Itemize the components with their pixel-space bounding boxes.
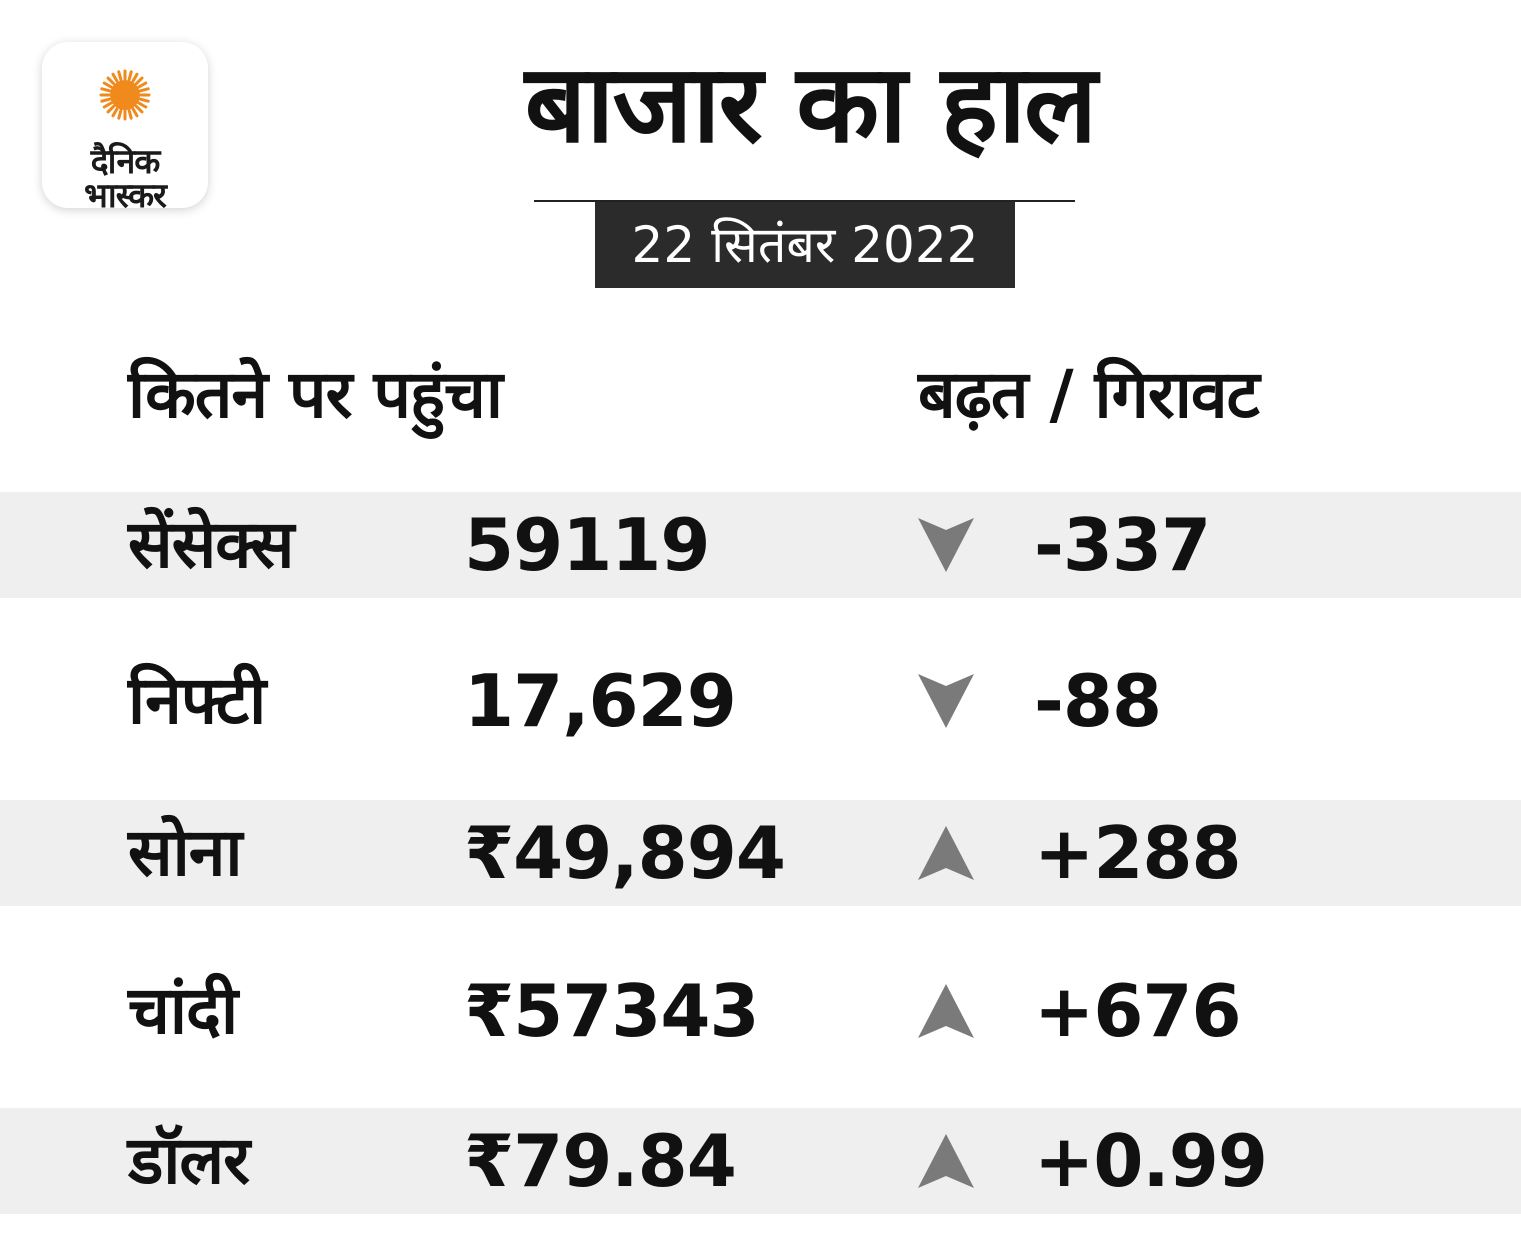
row-name: सोना	[128, 814, 242, 891]
date-badge: 22 सितंबर 2022	[595, 202, 1015, 288]
row-change: -88	[1034, 659, 1162, 743]
down-arrow-icon	[918, 518, 974, 572]
sun-ray	[100, 87, 112, 93]
sun-ray	[134, 104, 144, 114]
sun-ray	[102, 81, 113, 89]
down-arrow-shape	[918, 674, 974, 728]
sun-ray	[138, 97, 150, 103]
up-arrow-shape	[918, 1134, 974, 1188]
sun-ray	[138, 87, 150, 93]
row-change: +288	[1034, 811, 1242, 895]
row-name: सेंसेक्स	[128, 506, 294, 583]
sun-ray	[102, 101, 113, 109]
row-name: निफ्टी	[128, 662, 266, 739]
up-arrow-icon	[918, 984, 974, 1038]
row-value: ₹79.84	[464, 1119, 737, 1203]
down-arrow-icon	[918, 674, 974, 728]
sun-ray	[106, 76, 116, 86]
row-change: -337	[1034, 503, 1211, 587]
table-row: सोना ₹49,894 +288	[0, 800, 1521, 906]
logo-text-line-1: दैनिक	[90, 142, 161, 182]
column-header-value: कितने पर पहुंचा	[128, 356, 503, 433]
sun-ray	[100, 97, 112, 103]
row-value: ₹49,894	[464, 811, 786, 895]
sun-icon	[99, 69, 151, 121]
sun-ray	[111, 107, 119, 118]
row-value: ₹57343	[464, 969, 760, 1053]
row-change: +676	[1034, 969, 1242, 1053]
up-arrow-shape	[918, 984, 974, 1038]
sun-ray	[117, 108, 123, 120]
table-row: सेंसेक्स 59119 -337	[0, 492, 1521, 598]
row-value: 17,629	[464, 659, 737, 743]
sun-ray	[137, 101, 148, 109]
sun-ray	[131, 72, 139, 83]
sun-ray	[127, 70, 133, 82]
table-row: निफ्टी 17,629 -88	[0, 648, 1521, 754]
up-arrow-icon	[918, 1134, 974, 1188]
sun-ray	[117, 70, 123, 82]
table-row: डॉलर ₹79.84 +0.99	[0, 1108, 1521, 1214]
down-arrow-shape	[918, 518, 974, 572]
table-row: चांदी ₹57343 +676	[0, 958, 1521, 1064]
row-change: +0.99	[1034, 1119, 1268, 1203]
column-header-change: बढ़त / गिरावट	[918, 356, 1260, 433]
sun-ray	[137, 81, 148, 89]
sun-ray	[131, 107, 139, 118]
row-value: 59119	[464, 503, 710, 587]
sun-ray	[106, 104, 116, 114]
row-name: चांदी	[128, 972, 238, 1049]
sun-ray	[134, 76, 144, 86]
up-arrow-icon	[918, 826, 974, 880]
row-name: डॉलर	[128, 1122, 250, 1199]
dainik-bhaskar-logo: दैनिक भास्कर	[42, 42, 208, 214]
logo-text-line-2: भास्कर	[84, 176, 167, 216]
sun-ray	[111, 72, 119, 83]
page-title: बाजार का हाल	[524, 42, 1098, 167]
sun-ray	[127, 108, 133, 120]
title-divider	[534, 200, 1075, 202]
up-arrow-shape	[918, 826, 974, 880]
